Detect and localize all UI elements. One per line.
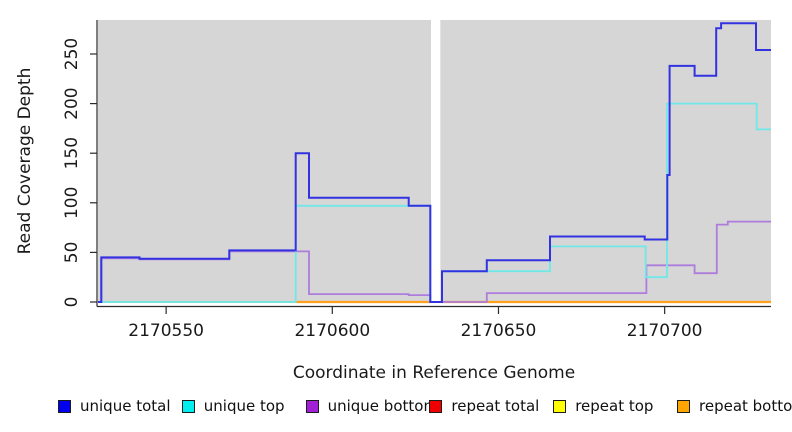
x-tick-label: 2170650 xyxy=(461,321,537,341)
legend-label: repeat top xyxy=(575,397,654,415)
y-axis-title: Read Coverage Depth xyxy=(15,68,35,255)
x-tick-label: 2170700 xyxy=(627,321,703,341)
y-tick-label: 250 xyxy=(62,38,82,70)
legend-label: repeat bottom xyxy=(699,397,792,415)
series-unique-total xyxy=(98,22,771,303)
y-tick-label: 150 xyxy=(62,137,82,169)
coverage-gap-band xyxy=(431,19,441,303)
legend-swatch-repeat-total xyxy=(429,399,443,413)
plot-background-layer xyxy=(98,19,771,303)
legend-item-repeat-top: repeat top xyxy=(553,397,653,415)
legend-item-repeat-bottom: repeat bottom xyxy=(677,397,792,415)
legend-swatch-repeat-top xyxy=(553,399,567,413)
x-tick-label: 2170550 xyxy=(128,321,204,341)
legend-label: unique total xyxy=(80,397,171,415)
y-tick-label: 50 xyxy=(62,242,82,264)
series-layer xyxy=(98,22,771,304)
legend-item-repeat-total: repeat total xyxy=(429,397,539,415)
legend-label: unique top xyxy=(203,397,285,415)
legend-item-unique-top: unique top xyxy=(181,397,285,415)
axis-layer: 2170550 2170600 2170650 2170700 0 50 100 150 200… xyxy=(62,20,771,341)
legend-label: repeat total xyxy=(451,397,540,415)
legend-swatch-unique-bottom xyxy=(305,399,319,413)
y-tick-label: 200 xyxy=(62,87,82,119)
legend-item-unique-bottom: unique bottom xyxy=(305,397,439,415)
legend-label: unique bottom xyxy=(327,397,439,415)
x-tick-label: 2170600 xyxy=(294,321,370,341)
x-axis-title: Coordinate in Reference Genome xyxy=(293,363,575,383)
y-tick-label: 100 xyxy=(62,187,82,219)
legend-item-unique-total: unique total xyxy=(58,397,171,415)
legend-swatch-repeat-bottom xyxy=(677,399,690,413)
y-tick-label: 0 xyxy=(62,297,82,308)
legend-swatch-unique-top xyxy=(181,399,195,413)
legend-swatch-unique-total xyxy=(58,399,71,413)
legend: unique total unique top unique bottom repea… xyxy=(0,397,792,427)
coverage-plot: 2170550 2170600 2170650 2170700 0 50 100 150 200… xyxy=(15,19,771,383)
